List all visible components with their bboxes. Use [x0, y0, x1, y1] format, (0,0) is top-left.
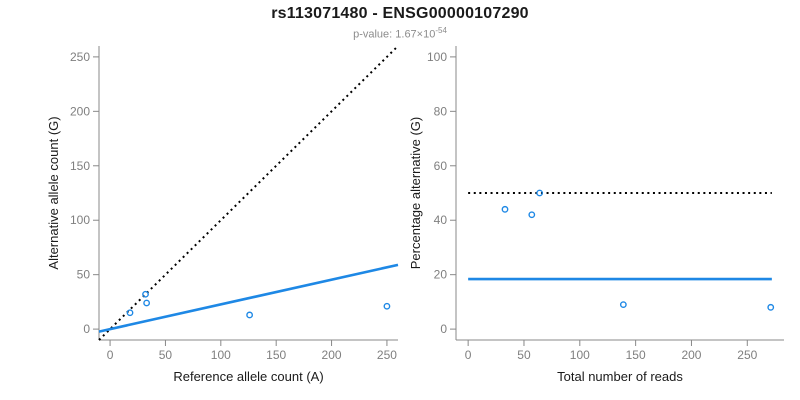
x-axis-title: Total number of reads — [557, 369, 683, 384]
figure-header: rs113071480 - ENSG00000107290 p-value: 1… — [0, 5, 800, 41]
x-tick-label: 200 — [681, 348, 701, 362]
data-point — [383, 302, 391, 310]
x-tick-label: 100 — [211, 348, 231, 362]
fit-line — [98, 263, 399, 333]
x-tick-label: 250 — [737, 348, 757, 362]
x-tick-label: 150 — [626, 348, 646, 362]
y-tick-label: 50 — [77, 268, 91, 282]
y-tick-label: 150 — [70, 159, 90, 173]
data-point — [528, 211, 536, 219]
p-value-exponent: -54 — [435, 26, 447, 35]
y-tick-label: 100 — [70, 213, 90, 227]
y-axis-title: Percentage alternative (G) — [408, 117, 423, 269]
data-point — [143, 299, 151, 307]
y-tick-label: 80 — [434, 104, 448, 118]
data-point — [767, 303, 775, 311]
x-axis-title: Reference allele count (A) — [173, 369, 323, 384]
y-tick-label: 0 — [440, 322, 447, 336]
allele-count-scatter: 0 50 100 150 200 250 0 50 100 150 200 250 Reference … — [46, 45, 399, 384]
data-point — [246, 311, 254, 319]
y-tick-label: 100 — [427, 50, 447, 64]
x-tick-label: 200 — [322, 348, 342, 362]
x-tick-label: 0 — [107, 348, 114, 362]
x-tick-label: 50 — [517, 348, 531, 362]
y-tick-label: 60 — [434, 159, 448, 173]
y-tick-label: 40 — [434, 213, 448, 227]
figure-subtitle: p-value: 1.67×10-54 — [0, 26, 800, 41]
y-axis-title: Alternative allele count (G) — [46, 116, 61, 269]
data-point — [501, 205, 509, 213]
y-tick-label: 20 — [434, 268, 448, 282]
x-tick-label: 100 — [570, 348, 590, 362]
p-value-text: p-value: 1.67×10 — [353, 28, 436, 41]
percentage-alternative-scatter: 0 50 100 150 200 250 0 20 40 60 80 100 Total number … — [408, 46, 784, 384]
x-tick-label: 0 — [465, 348, 472, 362]
data-point — [126, 309, 134, 317]
x-tick-label: 150 — [266, 348, 286, 362]
figure-title: rs113071480 - ENSG00000107290 — [271, 5, 529, 22]
data-point — [619, 301, 627, 309]
y-tick-label: 0 — [83, 322, 90, 336]
x-tick-label: 250 — [377, 348, 397, 362]
data-point — [142, 290, 149, 298]
data-point — [536, 189, 544, 197]
y-tick-label: 200 — [70, 104, 90, 118]
y-tick-label: 250 — [70, 50, 90, 64]
x-tick-label: 50 — [159, 348, 173, 362]
